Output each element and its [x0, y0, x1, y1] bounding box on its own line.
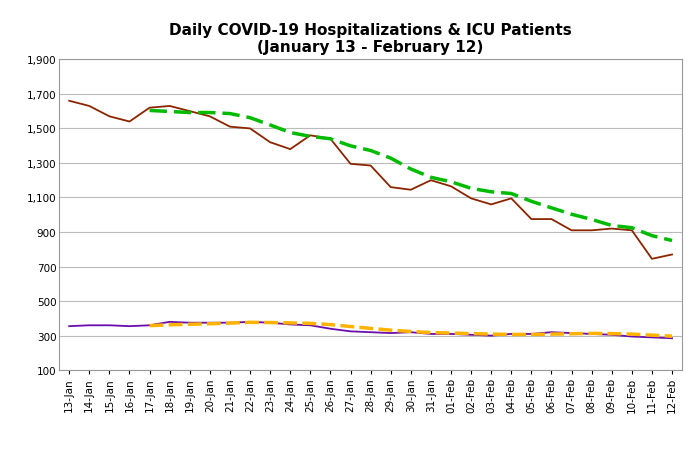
Title: Daily COVID-19 Hospitalizations & ICU Patients
(January 13 - February 12): Daily COVID-19 Hospitalizations & ICU Pa…: [169, 23, 572, 55]
